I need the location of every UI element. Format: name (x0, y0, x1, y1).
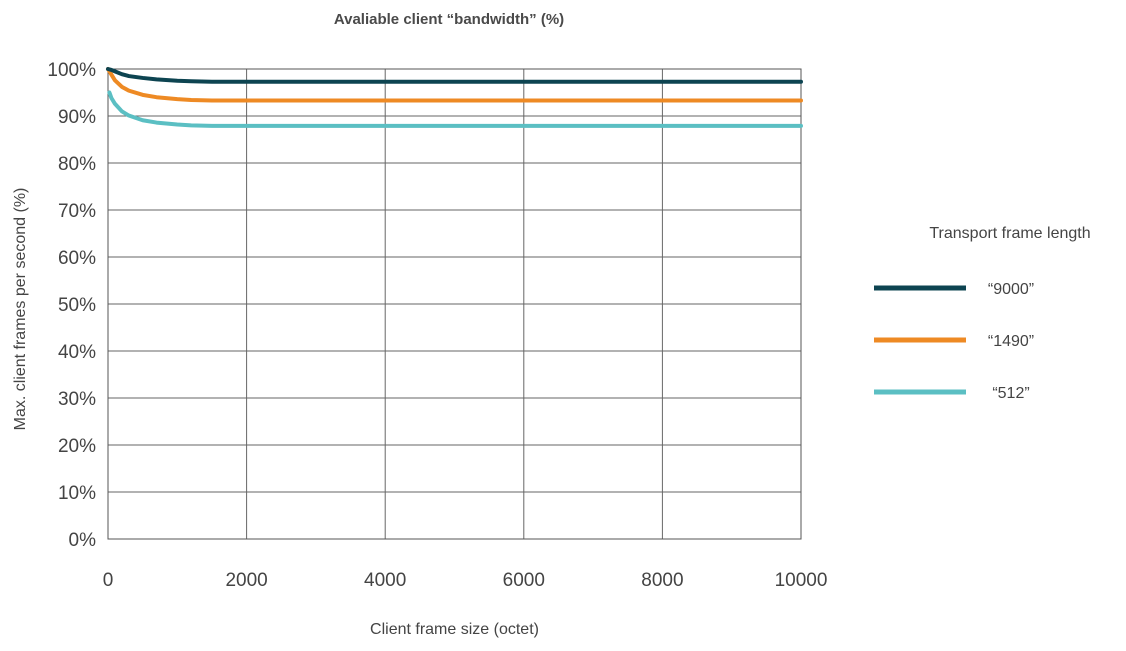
legend-title: Transport frame length (929, 225, 1090, 242)
plot-frame (107, 68, 802, 540)
x-axis-title: Client frame size (octet) (370, 621, 539, 638)
x-tick-label: 4000 (364, 570, 406, 591)
y-tick-label: 10% (58, 483, 96, 504)
legend-label: “512” (992, 385, 1029, 402)
x-tick-labels: 0 2000 4000 6000 8000 10000 (103, 570, 828, 591)
y-tick-labels: 0% 10% 20% 30% 40% 50% 60% 70% 80% 90% 100% (47, 60, 96, 551)
y-axis-title: Max. client frames per second (%) (12, 188, 29, 431)
y-tick-label: 80% (58, 154, 96, 175)
y-tick-label: 30% (58, 389, 96, 410)
y-tick-label: 50% (58, 295, 96, 316)
y-tick-label: 0% (69, 530, 97, 551)
chart-title: Avaliable client “bandwidth” (%) (334, 11, 564, 28)
y-tick-label: 70% (58, 201, 96, 222)
series-lines (106, 67, 803, 128)
legend: “9000” “1490” “512” (874, 281, 1034, 402)
y-tick-label: 100% (47, 60, 96, 81)
x-tick-label: 0 (103, 570, 114, 591)
x-tick-label: 2000 (225, 570, 267, 591)
y-tick-label: 20% (58, 436, 96, 457)
legend-label: “1490” (988, 333, 1034, 350)
series-line (106, 67, 803, 84)
x-tick-label: 8000 (641, 570, 683, 591)
x-tick-label: 10000 (775, 570, 828, 591)
x-tick-label: 6000 (503, 570, 545, 591)
y-tick-label: 90% (58, 107, 96, 128)
grid-lines (107, 68, 802, 540)
series-line (107, 90, 803, 128)
y-tick-label: 40% (58, 342, 96, 363)
y-tick-label: 60% (58, 248, 96, 269)
legend-label: “9000” (988, 281, 1034, 298)
series-line (106, 67, 803, 103)
